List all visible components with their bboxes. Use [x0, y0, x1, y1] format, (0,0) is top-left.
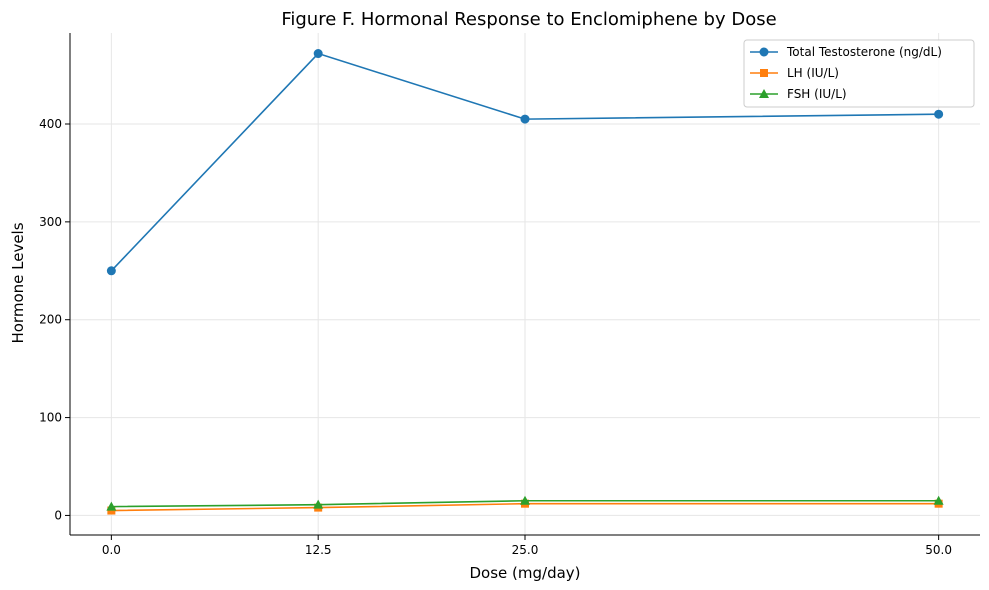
legend: Total Testosterone (ng/dL) LH (IU/L) FSH (…: [743, 39, 975, 108]
y-tick-label: 400: [39, 117, 62, 131]
grid: [70, 33, 980, 535]
data-point: [933, 495, 944, 505]
data-point: [934, 109, 944, 119]
series-line: [110, 52, 939, 272]
data-point: [520, 114, 530, 124]
legend-item: FSH (IU/L): [750, 87, 847, 101]
data-point: [106, 266, 116, 276]
data-point: [106, 501, 117, 511]
legend-marker: [759, 47, 769, 57]
y-tick-label: 200: [39, 313, 62, 327]
x-tick-label: 12.5: [305, 543, 332, 557]
series-1: [106, 49, 944, 276]
y-tick-label: 300: [39, 215, 62, 229]
series-line: [111, 502, 939, 512]
legend-label: FSH (IU/L): [787, 87, 847, 101]
legend-item: LH (IU/L): [750, 66, 839, 80]
series-3: [106, 495, 944, 511]
data-point: [313, 499, 324, 509]
legend-marker: [759, 89, 769, 98]
x-tick-label: 0.0: [102, 543, 121, 557]
chart-title: Figure F. Hormonal Response to Enclomiph…: [281, 9, 776, 30]
y-ticks: 0 100 200 300 400: [39, 117, 70, 522]
legend-box: [743, 39, 975, 108]
legend-item: Total Testosterone (ng/dL): [750, 45, 942, 59]
y-tick-label: 0: [54, 508, 62, 522]
legend-label: LH (IU/L): [787, 66, 839, 80]
x-tick-label: 25.0: [512, 543, 539, 557]
series-group: [106, 49, 944, 515]
series-line: [111, 499, 939, 508]
legend-marker: [760, 69, 768, 77]
data-point: [520, 495, 530, 505]
x-tick-label: 50.0: [925, 543, 952, 557]
data-point: [313, 49, 323, 59]
y-tick-label: 100: [39, 411, 62, 425]
legend-label: Total Testosterone (ng/dL): [786, 45, 942, 59]
x-axis-title: Dose (mg/day): [469, 564, 580, 582]
x-ticks: 0.0 12.5 25.0 50.0: [102, 535, 952, 557]
y-axis-title: Hormone Levels: [9, 222, 27, 343]
